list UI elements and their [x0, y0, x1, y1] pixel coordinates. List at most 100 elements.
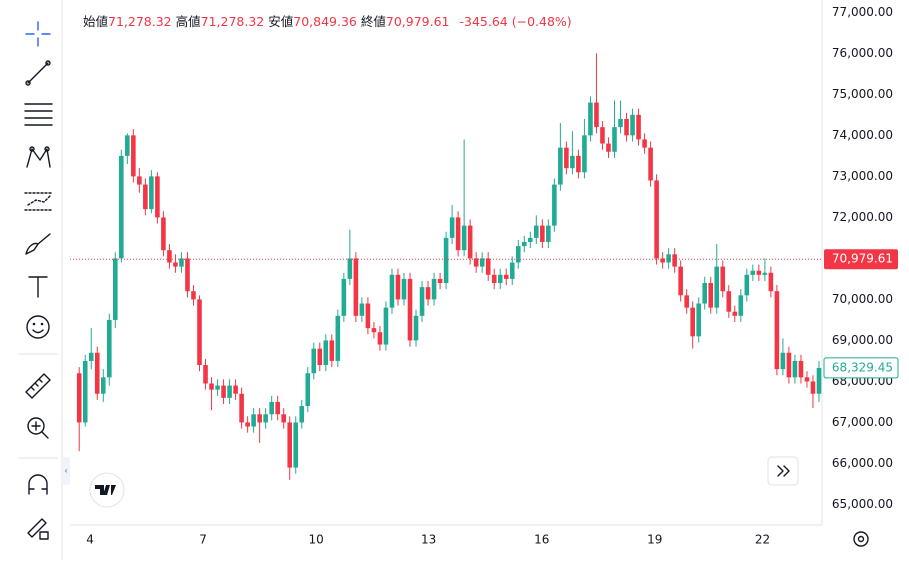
candle-body — [371, 328, 377, 333]
candle-body — [810, 381, 816, 394]
candle-body — [203, 365, 208, 384]
fib-tool[interactable] — [24, 103, 53, 126]
trend-line-tool[interactable] — [25, 60, 51, 86]
emoji-tool[interactable] — [26, 315, 50, 339]
candle-body — [738, 295, 744, 316]
x-tick-label: 13 — [421, 533, 436, 547]
candle-body — [473, 258, 479, 267]
candle-body — [443, 237, 449, 284]
candle-body — [251, 414, 256, 427]
change-value: -345.64 (−0.48%) — [460, 14, 572, 29]
candle-body — [576, 155, 581, 173]
open-value: 71,278.32 — [108, 14, 172, 29]
pattern-tool[interactable] — [26, 146, 51, 168]
candle-body — [106, 319, 112, 378]
candle-body — [221, 385, 226, 398]
candle-body — [299, 406, 305, 423]
ohlc-legend: 始値71,278.32 高値71,278.32 安値70,849.36 終値70… — [83, 14, 572, 29]
candle-body — [413, 315, 419, 341]
last-price-badge — [823, 357, 899, 379]
candle-body — [564, 147, 569, 169]
candle-body — [455, 217, 461, 251]
y-tick-label: 77,000.00 — [832, 5, 893, 19]
candle-body — [155, 176, 160, 218]
candle-body — [179, 258, 184, 267]
candle-body — [485, 258, 491, 275]
candle-body — [437, 278, 443, 284]
zoom-tool[interactable] — [27, 417, 49, 439]
candle-body — [377, 332, 383, 345]
candle-body — [257, 414, 262, 423]
candle-body — [239, 393, 244, 423]
candle-body — [491, 274, 497, 284]
candle-body — [582, 135, 587, 173]
candle-body — [497, 274, 503, 284]
candle-body — [660, 258, 665, 263]
y-tick-label: 66,000.00 — [832, 456, 893, 470]
toolbar — [18, 21, 58, 540]
candle-body — [329, 340, 335, 361]
candle-body — [696, 303, 702, 337]
candle-body — [540, 225, 545, 242]
candle-body — [720, 266, 726, 292]
candle-body — [618, 118, 623, 128]
candle-body — [732, 311, 738, 316]
candle-body — [636, 114, 641, 140]
candle-body — [702, 283, 708, 304]
open-label: 始値 — [83, 14, 108, 29]
candle-body — [88, 352, 94, 361]
x-tick-label: 22 — [755, 533, 770, 547]
candle-body — [353, 258, 359, 316]
brush-tool[interactable] — [25, 233, 51, 255]
candle-body — [131, 135, 136, 177]
ruler-tool[interactable] — [25, 373, 51, 399]
candle-body — [588, 102, 593, 136]
settings-button[interactable] — [853, 531, 869, 547]
candle-body — [467, 225, 473, 259]
candle-body — [648, 147, 653, 181]
tv-logo[interactable] — [89, 472, 125, 508]
candle-body — [82, 360, 88, 423]
candle-body — [233, 385, 238, 394]
crosshair-tool[interactable] — [25, 21, 51, 47]
candle-body — [227, 385, 232, 398]
candle-body — [401, 278, 407, 300]
candle-body — [479, 258, 485, 267]
candle-body — [293, 422, 299, 468]
candle-body — [672, 254, 677, 267]
last-price-label: 68,329.45 — [832, 360, 893, 374]
collapse-button[interactable] — [62, 457, 70, 485]
scroll-right-button[interactable] — [767, 456, 799, 486]
candle-body — [630, 114, 635, 136]
text-tool[interactable] — [28, 276, 48, 298]
candle-body — [612, 127, 617, 152]
candle-body — [503, 274, 509, 279]
candle-body — [419, 287, 425, 316]
candle-body — [269, 401, 274, 415]
candle-body — [191, 291, 196, 300]
candle-body — [600, 127, 605, 144]
y-tick-label: 74,000.00 — [832, 128, 893, 142]
y-tick-label: 76,000.00 — [832, 46, 893, 60]
candle-body — [642, 139, 647, 148]
y-tick-label: 75,000.00 — [832, 87, 893, 101]
candle-body — [76, 373, 82, 423]
price-line-badge — [824, 249, 898, 270]
candle-body — [431, 278, 437, 300]
candle-body — [317, 348, 323, 366]
candle-body — [690, 307, 695, 337]
forecast-tool[interactable] — [24, 192, 52, 211]
y-tick-label: 73,000.00 — [832, 169, 893, 183]
candle-body — [798, 360, 804, 378]
high-label: 高値 — [176, 14, 201, 29]
candle-body — [425, 287, 431, 300]
lock-tool[interactable] — [27, 518, 49, 540]
candle-body — [774, 291, 780, 370]
price-line-label: 70,979.61 — [832, 252, 893, 266]
candle-body — [461, 225, 467, 251]
candle-body — [245, 422, 250, 427]
high-value: 71,278.32 — [201, 14, 265, 29]
magnet-tool[interactable] — [28, 474, 48, 495]
plot — [70, 53, 822, 480]
